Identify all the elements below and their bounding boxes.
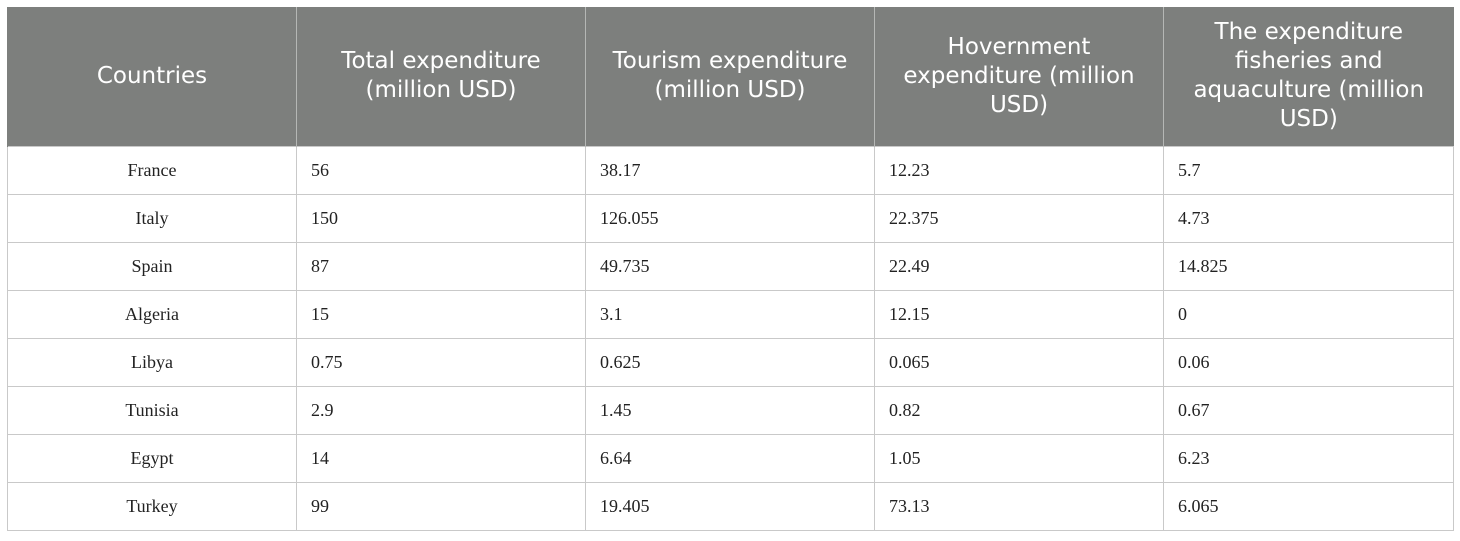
total-cell: 87 <box>296 241 586 291</box>
table-body: France 56 38.17 12.23 5.7 Italy 150 126.… <box>7 145 1454 531</box>
government-cell: 12.23 <box>874 145 1164 195</box>
country-cell: Algeria <box>7 289 297 339</box>
country-cell: Turkey <box>7 481 297 531</box>
table-row: Turkey 99 19.405 73.13 6.065 <box>7 481 1454 531</box>
table-header: Countries Total expenditure (million USD… <box>7 7 1454 146</box>
government-cell: 22.49 <box>874 241 1164 291</box>
country-cell: France <box>7 145 297 195</box>
total-cell: 15 <box>296 289 586 339</box>
country-cell: Libya <box>7 337 297 387</box>
header-fisheries-expenditure: The expenditure fisheries and aquacultur… <box>1163 7 1454 146</box>
fisheries-cell: 6.23 <box>1163 433 1454 483</box>
tourism-cell: 1.45 <box>585 385 875 435</box>
total-cell: 14 <box>296 433 586 483</box>
table-row: France 56 38.17 12.23 5.7 <box>7 145 1454 195</box>
tourism-cell: 3.1 <box>585 289 875 339</box>
header-row: Countries Total expenditure (million USD… <box>7 7 1454 146</box>
fisheries-cell: 14.825 <box>1163 241 1454 291</box>
table-row: Italy 150 126.055 22.375 4.73 <box>7 193 1454 243</box>
tourism-cell: 126.055 <box>585 193 875 243</box>
table-row: Tunisia 2.9 1.45 0.82 0.67 <box>7 385 1454 435</box>
total-cell: 56 <box>296 145 586 195</box>
tourism-cell: 19.405 <box>585 481 875 531</box>
fisheries-cell: 0.67 <box>1163 385 1454 435</box>
table-row: Egypt 14 6.64 1.05 6.23 <box>7 433 1454 483</box>
government-cell: 12.15 <box>874 289 1164 339</box>
total-cell: 99 <box>296 481 586 531</box>
table-row: Algeria 15 3.1 12.15 0 <box>7 289 1454 339</box>
government-cell: 1.05 <box>874 433 1164 483</box>
fisheries-cell: 6.065 <box>1163 481 1454 531</box>
tourism-cell: 0.625 <box>585 337 875 387</box>
country-cell: Spain <box>7 241 297 291</box>
header-government-expenditure: Hovernment expenditure (million USD) <box>874 7 1164 146</box>
government-cell: 0.065 <box>874 337 1164 387</box>
total-cell: 150 <box>296 193 586 243</box>
fisheries-cell: 0 <box>1163 289 1454 339</box>
header-countries: Countries <box>7 7 297 146</box>
country-cell: Tunisia <box>7 385 297 435</box>
tourism-cell: 38.17 <box>585 145 875 195</box>
government-cell: 22.375 <box>874 193 1164 243</box>
country-cell: Italy <box>7 193 297 243</box>
fisheries-cell: 5.7 <box>1163 145 1454 195</box>
fisheries-cell: 4.73 <box>1163 193 1454 243</box>
total-cell: 2.9 <box>296 385 586 435</box>
header-tourism-expenditure: Tourism expenditure (million USD) <box>585 7 875 146</box>
header-total-expenditure: Total expenditure (million USD) <box>296 7 586 146</box>
table-row: Spain 87 49.735 22.49 14.825 <box>7 241 1454 291</box>
total-cell: 0.75 <box>296 337 586 387</box>
government-cell: 73.13 <box>874 481 1164 531</box>
tourism-cell: 6.64 <box>585 433 875 483</box>
fisheries-cell: 0.06 <box>1163 337 1454 387</box>
expenditure-table: Countries Total expenditure (million USD… <box>7 7 1454 531</box>
country-cell: Egypt <box>7 433 297 483</box>
government-cell: 0.82 <box>874 385 1164 435</box>
table-row: Libya 0.75 0.625 0.065 0.06 <box>7 337 1454 387</box>
tourism-cell: 49.735 <box>585 241 875 291</box>
